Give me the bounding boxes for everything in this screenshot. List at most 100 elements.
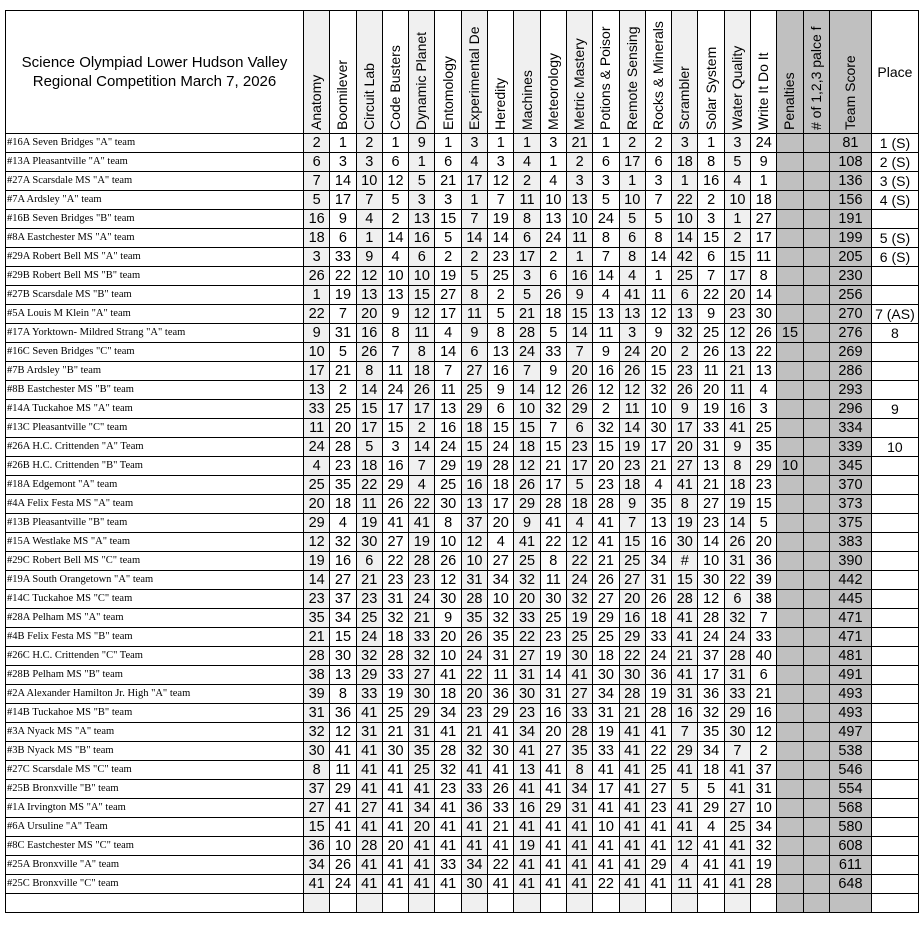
score-anatomy: 38 bbox=[302, 665, 331, 685]
score-circuit-lab: 41 bbox=[355, 703, 383, 723]
score-experimental-de: 27 bbox=[460, 361, 489, 381]
score-solar-system: 37 bbox=[697, 646, 725, 666]
score-boomilever: 16 bbox=[329, 551, 357, 571]
place-cell bbox=[870, 266, 919, 286]
table-row: #14B Tuckahoe MS "B" team 31 36 41 25 29 34 23 2… bbox=[5, 703, 919, 723]
score-solar-system: 4 bbox=[697, 817, 725, 837]
score-experimental-de: 23 bbox=[460, 703, 489, 723]
team-score-cell: 648 bbox=[828, 874, 872, 894]
score-solar-system: 18 bbox=[697, 760, 725, 780]
team-name: #3A Nyack MS "A" team bbox=[5, 722, 304, 742]
score-solar-system: 24 bbox=[697, 627, 725, 647]
score-water-quality: 25 bbox=[723, 817, 752, 837]
score-boomilever: 32 bbox=[329, 532, 357, 552]
score-heredity: 28 bbox=[487, 456, 515, 476]
score-rocks-minerals: 25 bbox=[644, 760, 673, 780]
score-experimental-de: 2 bbox=[460, 247, 489, 267]
score-entomology: 3 bbox=[434, 190, 462, 210]
score-entomology: 13 bbox=[434, 399, 462, 419]
score-heredity: 5 bbox=[487, 304, 515, 324]
score-meteorology: 25 bbox=[539, 608, 567, 628]
score-metric-mastery: 5 bbox=[565, 475, 594, 495]
score-solar-system: 6 bbox=[697, 247, 725, 267]
score-solar-system: 28 bbox=[697, 608, 725, 628]
score-boomilever: 24 bbox=[329, 874, 357, 894]
score-remote-sensing: 11 bbox=[618, 399, 646, 419]
score-rocks-minerals: 41 bbox=[644, 836, 673, 856]
score-rocks-minerals: 41 bbox=[644, 817, 673, 837]
score-meteorology: 10 bbox=[539, 190, 567, 210]
score-machines: 16 bbox=[513, 798, 541, 818]
score-metric-mastery: 12 bbox=[565, 532, 594, 552]
score-potions-poisor: 27 bbox=[592, 589, 620, 609]
column-header-code-busters: Code Busters bbox=[381, 10, 410, 134]
place-count-cell bbox=[802, 342, 830, 362]
score-experimental-de: 8 bbox=[460, 285, 489, 305]
penalties-cell bbox=[776, 209, 804, 229]
score-machines: 12 bbox=[513, 456, 541, 476]
score-rocks-minerals: 7 bbox=[644, 190, 673, 210]
place-cell bbox=[870, 209, 919, 229]
score-water-quality: 41 bbox=[723, 779, 752, 799]
score-experimental-de: 6 bbox=[460, 342, 489, 362]
score-entomology: 10 bbox=[434, 646, 462, 666]
score-rocks-minerals: 3 bbox=[644, 171, 673, 191]
place-cell: 2 (S) bbox=[870, 152, 919, 172]
score-water-quality: 41 bbox=[723, 418, 752, 438]
score-dynamic-planet: 6 bbox=[408, 247, 436, 267]
score-water-quality: 15 bbox=[723, 247, 752, 267]
score-entomology: 2 bbox=[434, 247, 462, 267]
score-entomology: 41 bbox=[434, 836, 462, 856]
score-rocks-minerals: 29 bbox=[644, 855, 673, 875]
column-header-label: Potions & Poisor bbox=[597, 26, 614, 130]
score-heredity: 19 bbox=[487, 209, 515, 229]
empty-cell bbox=[539, 893, 567, 913]
place-cell: 8 bbox=[870, 323, 919, 343]
score-heredity: 27 bbox=[487, 551, 515, 571]
score-write-it-do-it: 11 bbox=[750, 247, 778, 267]
score-machines: 41 bbox=[513, 532, 541, 552]
place-cell bbox=[870, 798, 919, 818]
score-dynamic-planet: 30 bbox=[408, 684, 436, 704]
score-circuit-lab: 32 bbox=[355, 646, 383, 666]
score-solar-system: 3 bbox=[697, 209, 725, 229]
empty-cell bbox=[750, 893, 778, 913]
score-heredity: 14 bbox=[487, 228, 515, 248]
score-write-it-do-it: 28 bbox=[750, 874, 778, 894]
score-meteorology: 15 bbox=[539, 437, 567, 457]
score-write-it-do-it: 38 bbox=[750, 589, 778, 609]
score-entomology: 7 bbox=[434, 361, 462, 381]
score-meteorology: 31 bbox=[539, 684, 567, 704]
score-boomilever: 11 bbox=[329, 760, 357, 780]
team-name: #7B Ardsley "B" team bbox=[5, 361, 304, 381]
table-row: #26B H.C. Crittenden "B" Team 4 23 18 16 7 29 1… bbox=[5, 456, 919, 476]
score-code-busters: 2 bbox=[381, 209, 410, 229]
score-anatomy: 26 bbox=[302, 266, 331, 286]
score-code-busters: 12 bbox=[381, 171, 410, 191]
score-potions-poisor: 3 bbox=[592, 171, 620, 191]
score-remote-sensing: 41 bbox=[618, 285, 646, 305]
score-water-quality: 23 bbox=[723, 304, 752, 324]
score-boomilever: 37 bbox=[329, 589, 357, 609]
score-solar-system: 22 bbox=[697, 285, 725, 305]
place-count-cell bbox=[802, 589, 830, 609]
table-row: #29C Robert Bell MS "C" team 19 16 6 22 28 26 1… bbox=[5, 551, 919, 571]
score-code-busters: 30 bbox=[381, 741, 410, 761]
score-anatomy: 13 bbox=[302, 380, 331, 400]
score-meteorology: 30 bbox=[539, 589, 567, 609]
score-scrambler: 25 bbox=[671, 266, 699, 286]
place-count-cell bbox=[802, 285, 830, 305]
score-machines: 10 bbox=[513, 399, 541, 419]
score-anatomy: 24 bbox=[302, 437, 331, 457]
place-count-cell bbox=[802, 266, 830, 286]
score-scrambler: 41 bbox=[671, 608, 699, 628]
score-machines: 33 bbox=[513, 608, 541, 628]
score-code-busters: 20 bbox=[381, 836, 410, 856]
score-machines: 7 bbox=[513, 361, 541, 381]
penalties-cell bbox=[776, 817, 804, 837]
score-rocks-minerals: 18 bbox=[644, 608, 673, 628]
score-anatomy: 3 bbox=[302, 247, 331, 267]
score-potions-poisor: 1 bbox=[592, 133, 620, 153]
score-entomology: 6 bbox=[434, 152, 462, 172]
score-code-busters: 25 bbox=[381, 703, 410, 723]
